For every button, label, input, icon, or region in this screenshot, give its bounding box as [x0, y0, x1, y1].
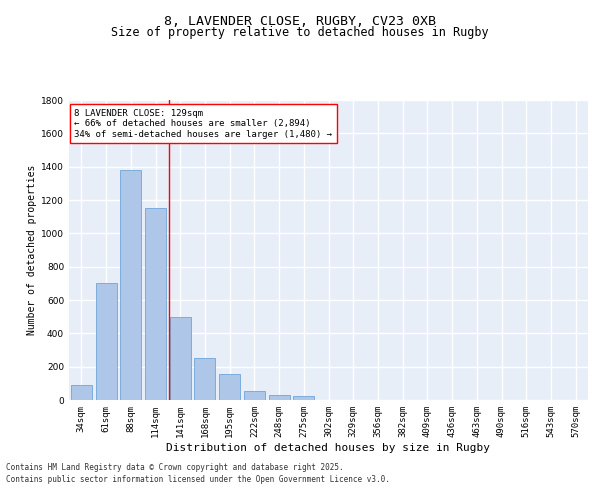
Bar	[120, 170, 141, 400]
Bar	[71, 385, 92, 400]
Bar	[194, 358, 215, 400]
Bar	[145, 208, 166, 400]
Bar	[95, 284, 116, 400]
Y-axis label: Number of detached properties: Number of detached properties	[27, 165, 37, 335]
Bar	[269, 395, 290, 400]
Text: Size of property relative to detached houses in Rugby: Size of property relative to detached ho…	[111, 26, 489, 39]
Bar	[219, 374, 240, 400]
Text: 8, LAVENDER CLOSE, RUGBY, CV23 0XB: 8, LAVENDER CLOSE, RUGBY, CV23 0XB	[164, 15, 436, 28]
Text: 8 LAVENDER CLOSE: 129sqm
← 66% of detached houses are smaller (2,894)
34% of sem: 8 LAVENDER CLOSE: 129sqm ← 66% of detach…	[74, 109, 332, 139]
Text: Contains public sector information licensed under the Open Government Licence v3: Contains public sector information licen…	[6, 475, 390, 484]
X-axis label: Distribution of detached houses by size in Rugby: Distribution of detached houses by size …	[167, 442, 491, 452]
Text: Contains HM Land Registry data © Crown copyright and database right 2025.: Contains HM Land Registry data © Crown c…	[6, 462, 344, 471]
Bar	[170, 316, 191, 400]
Bar	[293, 396, 314, 400]
Bar	[244, 391, 265, 400]
